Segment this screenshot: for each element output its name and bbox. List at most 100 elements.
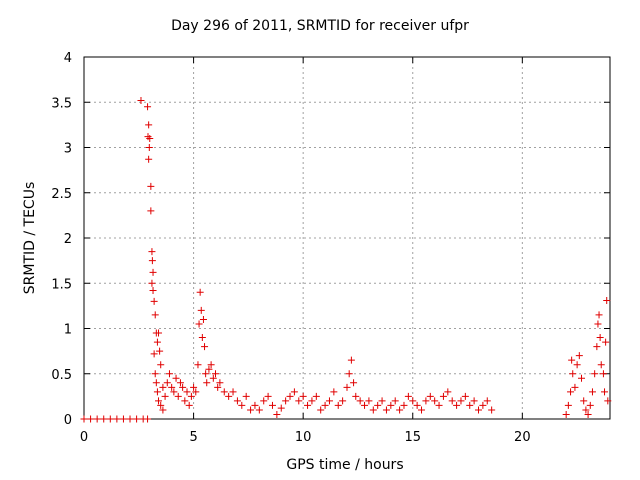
- data-point: [238, 401, 246, 409]
- data-point: [483, 397, 491, 405]
- data-point: [113, 415, 121, 423]
- data-point: [214, 383, 222, 391]
- data-point: [147, 182, 155, 190]
- data-point: [596, 334, 604, 342]
- data-point: [356, 397, 364, 405]
- data-point: [413, 401, 421, 409]
- data-point: [330, 388, 338, 396]
- data-point: [290, 388, 298, 396]
- data-point: [157, 361, 165, 369]
- data-point: [396, 406, 404, 414]
- data-point: [422, 397, 430, 405]
- data-point: [466, 401, 474, 409]
- data-point: [197, 306, 205, 314]
- data-point: [347, 356, 355, 364]
- data-point: [153, 388, 161, 396]
- data-point: [604, 397, 612, 405]
- data-point: [295, 397, 303, 405]
- data-point: [365, 397, 373, 405]
- data-point: [304, 401, 312, 409]
- y-axis-label: SRMTID / TECUs: [22, 181, 38, 295]
- x-tick-label: 15: [404, 430, 421, 445]
- data-point: [343, 383, 351, 391]
- data-point: [151, 370, 159, 378]
- data-point: [282, 397, 290, 405]
- data-point: [409, 397, 417, 405]
- data-point: [192, 388, 200, 396]
- data-point: [199, 315, 207, 323]
- data-point: [584, 410, 592, 418]
- data-point: [220, 388, 228, 396]
- data-point: [152, 379, 160, 387]
- data-point: [573, 361, 581, 369]
- data-point: [400, 401, 408, 409]
- data-point: [165, 370, 173, 378]
- data-point: [562, 410, 570, 418]
- data-point: [444, 388, 452, 396]
- data-point: [251, 401, 259, 409]
- data-point: [185, 401, 193, 409]
- x-tick-label: 10: [295, 430, 312, 445]
- data-point: [431, 397, 439, 405]
- data-point: [168, 383, 176, 391]
- data-point: [242, 392, 250, 400]
- data-point: [268, 401, 276, 409]
- data-point: [87, 415, 95, 423]
- data-point: [601, 388, 609, 396]
- data-point: [159, 406, 167, 414]
- data-point: [569, 370, 577, 378]
- y-tick-label: 2: [64, 232, 72, 247]
- y-tick-label: 2.5: [51, 187, 72, 202]
- axis-ticks: 0 5 10 15 20 0 0.5 1 1.5 2 2.5 3 3.5 4: [51, 51, 610, 445]
- data-point: [588, 388, 596, 396]
- data-point: [225, 392, 233, 400]
- data-point: [100, 415, 108, 423]
- data-point: [586, 401, 594, 409]
- data-point: [145, 144, 153, 151]
- data-point: [321, 401, 329, 409]
- data-point: [273, 410, 281, 418]
- data-point: [149, 268, 157, 276]
- data-point: [150, 297, 158, 305]
- y-tick-label: 0: [64, 413, 72, 428]
- data-point: [148, 248, 156, 256]
- data-point: [580, 397, 588, 405]
- data-point: [156, 347, 164, 355]
- x-tick-label: 0: [80, 430, 88, 445]
- data-point: [212, 370, 219, 378]
- data-point: [439, 392, 447, 400]
- data-point: [144, 133, 152, 141]
- data-point: [150, 350, 158, 358]
- data-point: [361, 401, 369, 409]
- data-point: [126, 415, 134, 423]
- y-tick-label: 1.5: [51, 277, 72, 292]
- data-point: [172, 374, 180, 382]
- data-point: [181, 397, 189, 405]
- data-point: [148, 279, 156, 287]
- data-point: [144, 103, 152, 111]
- data-point: [595, 311, 603, 319]
- data-point: [80, 415, 88, 423]
- data-point: [374, 401, 382, 409]
- data-point: [137, 96, 145, 104]
- data-point: [457, 397, 465, 405]
- data-point: [345, 370, 353, 378]
- data-point: [209, 374, 217, 382]
- data-point: [571, 383, 579, 391]
- data-point: [176, 379, 184, 387]
- data-point: [597, 361, 605, 369]
- data-point: [255, 406, 263, 414]
- data-point: [187, 392, 195, 400]
- data-point: [149, 286, 157, 294]
- data-point: [470, 397, 478, 405]
- data-point: [382, 406, 390, 414]
- data-point: [190, 383, 198, 391]
- data-point: [157, 401, 165, 409]
- data-point: [575, 352, 583, 360]
- data-point: [325, 397, 333, 405]
- data-point: [567, 388, 575, 396]
- data-point: [133, 415, 141, 423]
- data-point: [145, 155, 153, 163]
- chart-title: Day 296 of 2011, SRMTID for receiver ufp…: [171, 18, 469, 34]
- data-point: [163, 379, 171, 387]
